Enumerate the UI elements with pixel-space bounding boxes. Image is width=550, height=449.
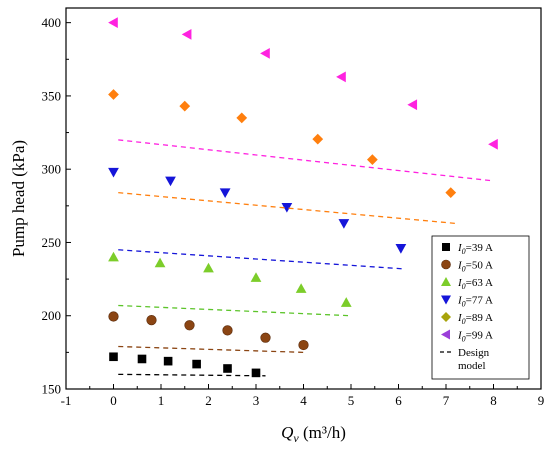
data-point xyxy=(407,99,418,111)
x-tick-label: 9 xyxy=(538,393,545,408)
data-point xyxy=(219,188,231,199)
data-point xyxy=(108,17,118,29)
data-point xyxy=(163,356,173,366)
data-point xyxy=(445,187,457,199)
data-point xyxy=(108,311,119,322)
legend-entry: I0=50 A xyxy=(441,259,493,274)
data-point xyxy=(260,332,271,343)
data-point xyxy=(250,272,262,282)
legend-entry: I0=89 A xyxy=(441,312,493,326)
data-point xyxy=(192,359,201,369)
legend-label: I0=99 A xyxy=(457,330,493,344)
legend-entry: I0=39 A xyxy=(442,242,493,256)
x-tick-label: 6 xyxy=(395,393,402,408)
data-point xyxy=(222,325,233,336)
data-point xyxy=(236,112,248,124)
design-model-line xyxy=(118,345,304,354)
data-point xyxy=(338,219,350,229)
legend-entry: I0=77 A xyxy=(441,295,493,309)
series-5 xyxy=(108,89,457,225)
legend-marker xyxy=(441,277,451,286)
x-tick-label: 2 xyxy=(205,393,212,408)
data-point xyxy=(109,352,118,362)
design-model-line xyxy=(118,249,404,270)
data-point xyxy=(281,202,293,213)
x-tick-label: 1 xyxy=(158,393,165,408)
data-point xyxy=(179,100,191,112)
x-tick-label: 7 xyxy=(443,393,450,408)
design-model-line xyxy=(118,304,352,317)
legend-marker xyxy=(441,312,451,322)
data-point xyxy=(312,133,324,145)
x-axis-title-main: Q xyxy=(281,423,293,442)
y-axis-title: Pump head (kPa) xyxy=(9,140,28,257)
x-tick-label: 8 xyxy=(490,393,497,408)
legend-entry: I0=99 A xyxy=(441,329,493,344)
data-point xyxy=(146,315,157,326)
legend-marker xyxy=(441,329,450,340)
legend-box xyxy=(431,235,530,380)
series-2 xyxy=(108,311,309,354)
data-point xyxy=(108,167,119,178)
x-tick-label: 3 xyxy=(253,393,260,408)
data-point xyxy=(223,364,232,373)
x-axis-title-sub: v xyxy=(293,431,299,445)
design-model-line xyxy=(118,191,456,225)
legend-marker xyxy=(441,259,451,270)
design-model-line xyxy=(118,373,266,377)
data-point xyxy=(154,257,166,268)
y-tick-label: 250 xyxy=(42,235,62,250)
y-tick-label: 350 xyxy=(42,88,62,103)
data-point xyxy=(295,283,307,293)
x-tick-label: 4 xyxy=(300,393,307,408)
legend-label: I0=63 A xyxy=(457,277,493,291)
x-tick-label: 5 xyxy=(348,393,355,408)
series-layer xyxy=(108,17,498,378)
x-tick-label: 0 xyxy=(110,393,117,408)
design-model-line xyxy=(118,139,494,182)
legend: I0=39 A I0=50 A I0=63 A I0=77 A I0=89 A I0=99… xyxy=(431,235,530,380)
series-3 xyxy=(108,251,352,317)
legend-label: I0=89 A xyxy=(457,312,493,326)
data-point xyxy=(395,244,407,254)
y-tick-label: 150 xyxy=(42,382,62,397)
data-point xyxy=(184,320,195,331)
data-point xyxy=(488,138,498,150)
x-tick-label: -1 xyxy=(61,393,72,408)
data-point xyxy=(181,29,192,40)
series-4 xyxy=(108,167,407,270)
data-point xyxy=(340,297,352,307)
data-point xyxy=(108,251,119,262)
x-axis-title-unit: (m³/h) xyxy=(299,423,346,442)
data-point xyxy=(367,154,378,166)
series-6 xyxy=(108,17,498,182)
data-point xyxy=(137,354,147,364)
legend-entry: I0=63 A xyxy=(441,277,493,291)
y-tick-label: 400 xyxy=(42,15,62,30)
legend-label-design: Design xyxy=(458,347,490,359)
data-point xyxy=(336,71,346,83)
data-point xyxy=(260,48,270,59)
y-tick-label: 200 xyxy=(42,308,62,323)
legend-marker xyxy=(442,243,450,251)
data-point xyxy=(203,262,214,273)
legend-label: I0=77 A xyxy=(457,295,493,309)
legend-label-model: model xyxy=(458,360,486,372)
axes-layer: -1 0 1 2 3 4 5 6 7 8 9 150 200 250 300 350 400 xyxy=(42,7,545,408)
legend-marker xyxy=(441,295,451,305)
legend-label: I0=39 A xyxy=(457,242,493,256)
y-tick-label: 300 xyxy=(42,162,62,177)
data-point xyxy=(108,89,119,100)
data-point xyxy=(165,176,176,187)
data-point xyxy=(298,339,309,351)
data-point xyxy=(251,368,261,378)
series-1 xyxy=(109,352,266,378)
x-axis-title: Qv (m³/h) xyxy=(281,423,346,445)
legend-label: I0=50 A xyxy=(457,260,493,274)
